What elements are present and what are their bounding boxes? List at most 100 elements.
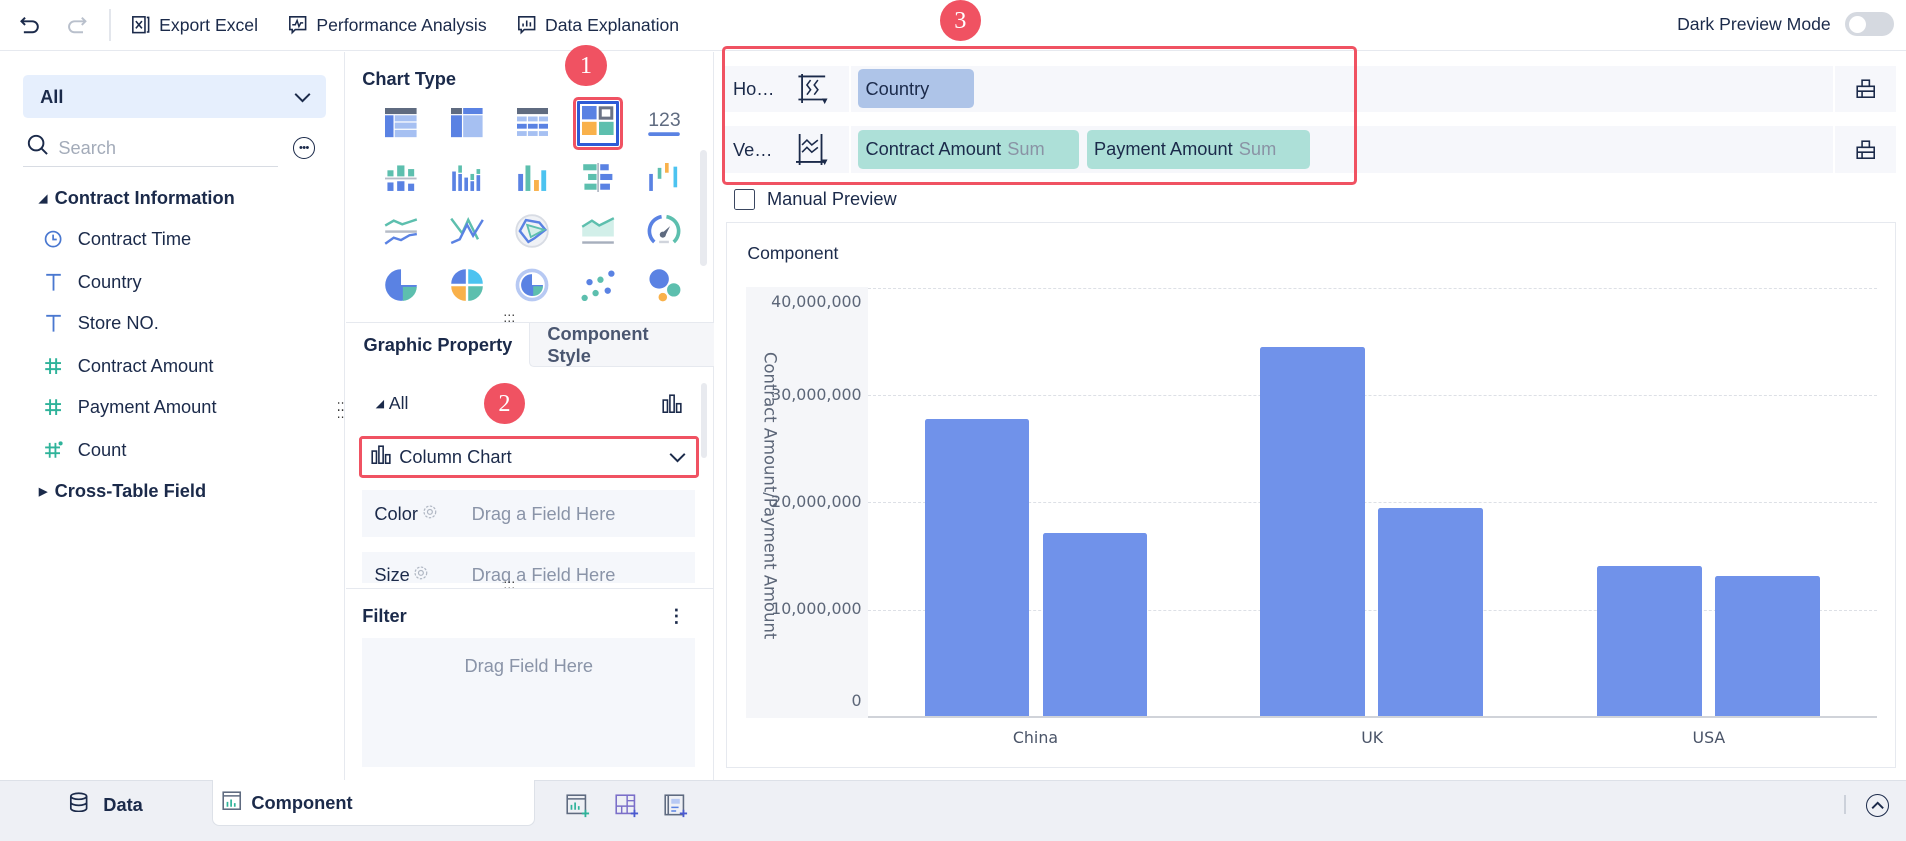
redo-icon[interactable] xyxy=(66,14,88,36)
hash-icon xyxy=(44,356,63,375)
svg-text:123: 123 xyxy=(648,110,680,132)
section-resize-handle[interactable]: ⋯ ⋯ xyxy=(503,574,517,595)
bar-china-payment-amount[interactable] xyxy=(1042,533,1148,717)
collapsed-triangle-icon: ▶ xyxy=(38,485,48,498)
waterfall-icon xyxy=(649,162,678,191)
chart-type-title: Chart Type xyxy=(362,68,457,90)
field-pill-country[interactable]: Country xyxy=(858,69,974,109)
bar-uk-payment-amount[interactable] xyxy=(1378,507,1483,717)
add-report-component-icon[interactable] xyxy=(664,793,688,818)
filter-more-icon[interactable]: ⋮ xyxy=(667,605,686,627)
x-tick: UK xyxy=(1361,727,1384,747)
bar-usa-contract-amount[interactable] xyxy=(1597,566,1702,717)
chart-type-grouped-table[interactable] xyxy=(368,96,434,150)
tab-graphic-property[interactable]: Graphic Property xyxy=(346,323,530,367)
dataset-select[interactable]: All xyxy=(23,75,326,118)
chart-subtype-select[interactable]: Column Chart xyxy=(358,436,699,478)
chart-type-bubble[interactable] xyxy=(631,258,697,312)
field-label: Country xyxy=(77,271,142,292)
chart-type-multi-line[interactable] xyxy=(368,204,434,258)
chevron-up-circle-icon[interactable] xyxy=(1865,793,1890,817)
export-excel-label: Export Excel xyxy=(159,14,259,35)
add-chart-component-icon[interactable] xyxy=(566,793,590,818)
search-box xyxy=(23,130,279,167)
chart-type-multi-pie[interactable] xyxy=(434,258,500,312)
gear-icon[interactable] xyxy=(413,564,429,583)
dark-preview-toggle[interactable] xyxy=(1845,12,1894,37)
add-table-component-icon[interactable] xyxy=(615,793,639,818)
group-contract-information[interactable]: ◢ Contract Information xyxy=(39,187,235,209)
color-property-dropzone[interactable]: Color Drag a Field Here xyxy=(362,489,696,538)
vertical-axis-sort-button[interactable] xyxy=(1833,126,1897,173)
undo-icon[interactable] xyxy=(19,14,41,36)
chart-type-gauge[interactable] xyxy=(631,204,697,258)
chart-type-stacked-column[interactable] xyxy=(368,150,434,204)
horizontal-axis-settings[interactable]: ▼ xyxy=(776,65,851,112)
all-label: All xyxy=(388,392,409,413)
performance-analysis-button[interactable]: Performance Analysis xyxy=(287,14,487,36)
size-property-label-wrap: Size xyxy=(374,564,471,583)
chart-type-grouped-stacked-column[interactable] xyxy=(434,150,500,204)
chart-type-scrollbar[interactable] xyxy=(700,149,708,267)
line-chart-icon xyxy=(449,217,484,245)
chart-type-pie[interactable] xyxy=(368,258,434,312)
bar-usa-payment-amount[interactable] xyxy=(1714,575,1820,717)
vertical-axis-settings[interactable]: ▼ xyxy=(776,126,851,173)
property-tabs: Graphic Property Component Style xyxy=(346,322,714,367)
grid-line xyxy=(867,287,1877,289)
tab-component-style[interactable]: Component Style xyxy=(529,323,714,367)
chart-type-area[interactable] xyxy=(565,204,631,258)
chart-preview-card: Component Contract Amount/Payment Amount… xyxy=(725,222,1897,769)
manual-preview-checkbox[interactable]: Manual Preview xyxy=(734,188,897,210)
y-tick: 20,000,000 xyxy=(771,492,862,512)
gear-icon[interactable] xyxy=(422,503,438,525)
column-chart-icon[interactable] xyxy=(662,394,683,418)
field-contract-time[interactable]: Contract Time xyxy=(44,226,191,253)
size-property-dropzone[interactable]: Size Drag a Field Here xyxy=(362,551,696,584)
pill-label: Payment Amount xyxy=(1093,138,1233,160)
panel-resize-handle[interactable]: ⁚⁚ ⁚⁚ xyxy=(336,399,345,421)
tab-component[interactable]: Component xyxy=(211,780,535,827)
chart-type-waterfall[interactable] xyxy=(631,150,697,204)
chart-type-kpi[interactable]: 123 xyxy=(631,96,697,150)
more-options-icon[interactable]: ••• xyxy=(292,137,315,160)
checkbox[interactable] xyxy=(734,189,755,210)
bar-china-contract-amount[interactable] xyxy=(924,419,1030,717)
chart-type-custom-chart[interactable] xyxy=(565,96,631,150)
chart-type-ring-pie[interactable] xyxy=(500,258,566,312)
search-input[interactable] xyxy=(58,136,253,159)
manual-preview-label: Manual Preview xyxy=(767,188,897,210)
y-axis-band xyxy=(746,286,868,719)
chart-type-detail-table[interactable] xyxy=(500,96,566,150)
column-chart-icon xyxy=(371,445,392,469)
tab-data[interactable]: Data xyxy=(69,781,143,827)
chart-type-scatter[interactable] xyxy=(565,258,631,312)
field-contract-amount[interactable]: Contract Amount xyxy=(44,353,213,380)
export-excel-button[interactable]: Export Excel xyxy=(130,14,258,36)
field-pill-contract-amount[interactable]: Contract Amount Sum xyxy=(858,130,1080,169)
chart-type-bar-comparison[interactable] xyxy=(565,150,631,204)
database-icon xyxy=(69,792,88,818)
group-cross-table-field[interactable]: ▶ Cross-Table Field xyxy=(39,480,206,502)
field-label: Count xyxy=(77,438,127,460)
chart-type-radar[interactable] xyxy=(500,204,566,258)
data-explanation-button[interactable]: Data Explanation xyxy=(516,14,679,36)
chart-type-multi-series-column[interactable] xyxy=(500,150,566,204)
field-pill-payment-amount[interactable]: Payment Amount Sum xyxy=(1086,130,1311,169)
chart-type-cross-table[interactable] xyxy=(434,96,500,150)
pill-label: Contract Amount xyxy=(865,138,1002,160)
filter-dropzone[interactable]: Drag Field Here xyxy=(362,637,696,767)
bottom-divider xyxy=(1844,794,1847,815)
property-scrollbar[interactable] xyxy=(701,382,708,459)
chart-type-line[interactable] xyxy=(434,204,500,258)
field-count[interactable]: Count xyxy=(44,436,127,463)
data-explanation-icon xyxy=(516,14,538,36)
field-country[interactable]: Country xyxy=(44,269,142,296)
chart-title: Component xyxy=(747,242,839,263)
horizontal-axis-sort-button[interactable] xyxy=(1833,65,1897,112)
color-property-label-wrap: Color xyxy=(374,503,471,525)
field-payment-amount[interactable]: Payment Amount xyxy=(44,394,217,421)
all-properties-toggle[interactable]: ◢ All xyxy=(376,393,409,414)
bar-uk-contract-amount[interactable] xyxy=(1260,347,1365,717)
field-store-no[interactable]: Store NO. xyxy=(44,310,159,337)
